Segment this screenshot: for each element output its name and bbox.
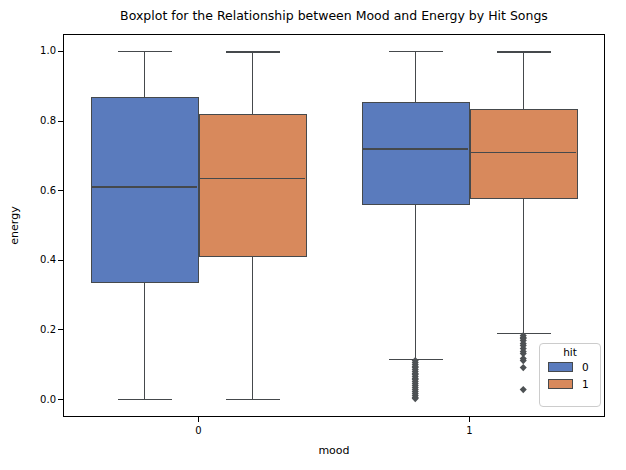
lower-whisker [523, 199, 525, 333]
y-tick-mark [58, 329, 63, 330]
median-line [363, 148, 468, 150]
x-tick-mark [198, 417, 199, 422]
x-tick-label: 0 [184, 424, 214, 438]
upper-whisker-cap [389, 51, 443, 53]
upper-whisker-cap [226, 51, 280, 53]
box-hue0-mood1 [362, 102, 470, 205]
y-axis-label: energy [8, 166, 21, 286]
legend-title: hit [540, 346, 600, 358]
median-line [471, 152, 576, 154]
legend-entries: 01 [540, 361, 600, 390]
y-tick-mark [58, 260, 63, 261]
box-hue1-mood0 [199, 114, 307, 257]
lower-whisker [415, 205, 417, 360]
x-axis-label: mood [63, 444, 605, 457]
lower-whisker-cap [226, 399, 280, 401]
y-tick-label: 0.2 [22, 323, 56, 337]
lower-whisker-cap [118, 399, 172, 401]
y-tick-mark [58, 51, 63, 52]
legend-entry: 0 [540, 361, 600, 373]
legend-entry-label: 0 [582, 361, 589, 373]
median-line [200, 178, 305, 180]
x-tick-label: 1 [455, 424, 485, 438]
legend-entry: 1 [540, 378, 600, 390]
x-tick-mark [469, 417, 470, 422]
chart-title: Boxplot for the Relationship between Moo… [63, 8, 605, 23]
box-hue1-mood1 [470, 109, 578, 200]
upper-whisker [523, 52, 525, 109]
y-tick-mark [58, 121, 63, 122]
lower-whisker [144, 283, 146, 400]
legend-swatch-icon [548, 362, 573, 372]
upper-whisker-cap [497, 51, 551, 53]
legend-swatch-icon [548, 379, 573, 389]
upper-whisker-cap [118, 51, 172, 53]
y-tick-label: 1.0 [22, 44, 56, 58]
legend: hit 01 [539, 343, 601, 407]
y-tick-mark [58, 399, 63, 400]
legend-entry-label: 1 [582, 378, 589, 390]
median-line [92, 186, 197, 188]
y-tick-label: 0.4 [22, 253, 56, 267]
y-tick-label: 0.8 [22, 114, 56, 128]
upper-whisker [415, 51, 417, 101]
lower-whisker [252, 257, 254, 400]
boxplot-figure: Boxplot for the Relationship between Moo… [0, 0, 626, 470]
upper-whisker [252, 52, 254, 114]
upper-whisker [144, 51, 146, 96]
y-tick-mark [58, 190, 63, 191]
box-hue0-mood0 [91, 97, 199, 283]
y-tick-label: 0.6 [22, 184, 56, 198]
y-tick-label: 0.0 [22, 393, 56, 407]
